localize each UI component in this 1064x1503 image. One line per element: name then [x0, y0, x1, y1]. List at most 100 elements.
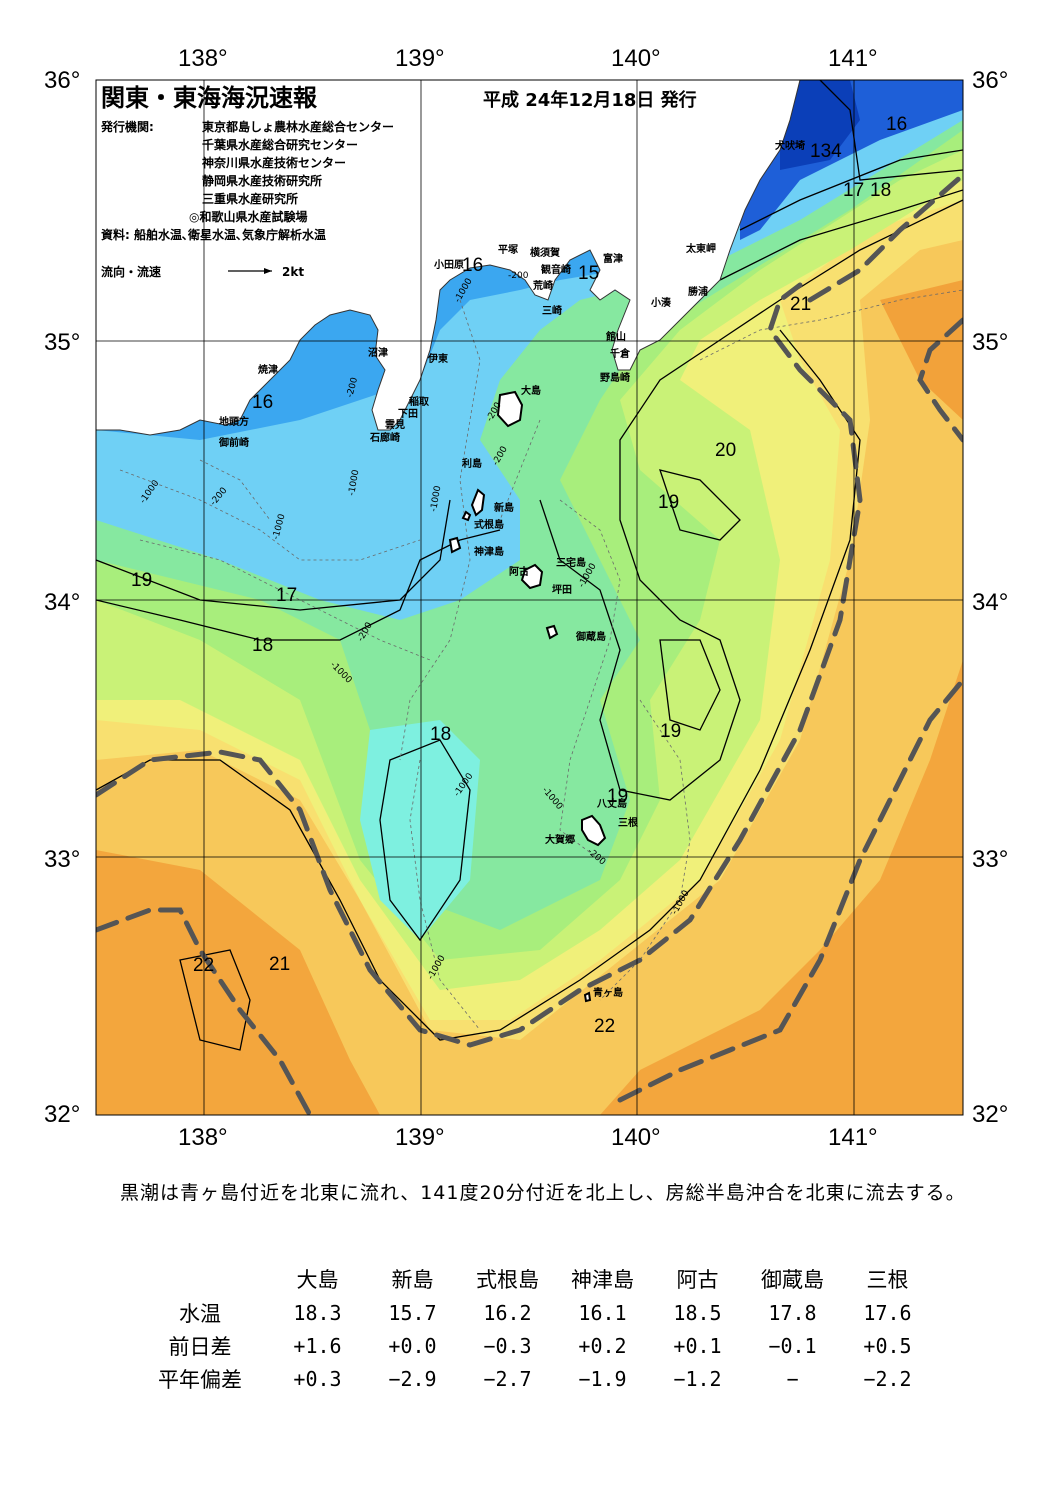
place-label: 富津 [603, 252, 623, 265]
table-cell: 17.8 [768, 1300, 817, 1325]
issuer: 神奈川県水産技術センター [202, 155, 346, 170]
place-label: 勝浦 [688, 285, 708, 298]
lat-label: 35° [44, 329, 80, 356]
place-label: 荒崎 [532, 279, 553, 292]
table-cell: 16.1 [578, 1300, 627, 1325]
lat-label: 35° [972, 329, 1008, 356]
isotherm-label: 18 [430, 724, 451, 745]
depth-label: -200 [508, 271, 529, 281]
issue-date: 平成 24年12月18日 発行 [483, 89, 697, 111]
lat-label: 32° [44, 1101, 80, 1128]
table-cell: 17.6 [863, 1300, 912, 1325]
table-cell: −1.9 [578, 1366, 627, 1391]
isotherm-label: 19 [658, 492, 679, 513]
isotherm-label: 18 [870, 180, 891, 201]
place-label: 沼津 [368, 346, 388, 359]
column-header: 新島 [391, 1268, 434, 1292]
islands [448, 390, 607, 1003]
table-cell: 15.7 [388, 1300, 437, 1325]
table-cell: +0.1 [673, 1333, 722, 1358]
lat-label: 33° [972, 846, 1008, 873]
lon-label: 139° [395, 1124, 445, 1151]
issuer-list: 東京都島しょ農林水産総合センター 千葉県水産総合研究センター 神奈川県水産技術セ… [189, 119, 394, 224]
issuer: 三重県水産研究所 [202, 191, 298, 206]
lat-label: 36° [972, 67, 1008, 94]
column-header: 御蔵島 [761, 1268, 824, 1292]
place-label: 犬吠埼 [775, 139, 805, 152]
graticule [96, 80, 963, 1115]
row-label: 平年偏差 [158, 1367, 242, 1392]
place-label: 大賀郷 [545, 833, 575, 846]
issuer: 静岡県水産技術研究所 [202, 173, 322, 188]
isotherm-label: 20 [715, 440, 736, 461]
place-label: 式根島 [474, 518, 504, 531]
lon-label: 140° [611, 45, 661, 72]
isotherm-label: 22 [193, 955, 214, 976]
lon-label: 139° [395, 45, 445, 72]
table-cell: +0.3 [293, 1366, 342, 1391]
map-frame [95, 79, 964, 1116]
summary-text: 黒潮は青ヶ島付近を北東に流れ、141度20分付近を北上し、房総半島沖合を北東に流… [120, 1182, 966, 1204]
table-cell: − [786, 1366, 799, 1391]
place-label: 横須賀 [530, 246, 560, 259]
isotherm-label: 17 [276, 585, 297, 606]
isotherm-label: 21 [790, 294, 811, 315]
isotherm-value-labels: 16 134 17 18 16 15 21 20 19 19 17 18 18 … [131, 114, 907, 1037]
table-row: 平年偏差 +0.3 −2.9 −2.7 −1.9 −1.2 − −2.2 [130, 1362, 935, 1395]
place-label: 阿古 [509, 565, 529, 578]
depth-contours [119, 289, 963, 1031]
table-row: 水温 18.3 15.7 16.2 16.1 18.5 17.8 17.6 [130, 1296, 935, 1329]
table-cell: −2.2 [863, 1366, 912, 1391]
lon-label: 138° [178, 45, 228, 72]
lon-label: 140° [611, 1124, 661, 1151]
longitude-labels-bottom: 138° 139° 140° 141° [178, 1124, 878, 1151]
isotherm-label: 22 [594, 1016, 615, 1037]
lat-label: 36° [44, 67, 80, 94]
place-label: 小湊 [650, 296, 672, 309]
place-label: 御前崎 [218, 436, 249, 449]
isotherm-label: 19 [131, 570, 152, 591]
place-label: 稲取 [409, 395, 430, 408]
table-cell: −1.2 [673, 1366, 722, 1391]
column-header: 神津島 [571, 1268, 634, 1292]
lat-label: 34° [44, 589, 80, 616]
place-label: 御蔵島 [575, 630, 606, 643]
place-label: 坪田 [552, 583, 572, 596]
lat-label: 33° [44, 846, 80, 873]
place-name-labels: 犬吠埼 太東岬 勝浦 小湊 富津 観音崎 横須賀 平塚 小田原 荒崎 三崎 館山… [218, 139, 805, 999]
place-label: 三崎 [542, 304, 562, 317]
land [96, 80, 801, 436]
place-label: 館山 [605, 330, 626, 343]
table-cell: −0.3 [483, 1333, 532, 1358]
place-label: 小田原 [433, 258, 464, 271]
row-label: 前日差 [168, 1334, 232, 1359]
lon-label: 141° [828, 1124, 878, 1151]
kuroshio-axis [96, 172, 963, 1115]
column-header: 大島 [296, 1268, 339, 1292]
sea-temperature-map: 138° 139° 140° 141° 138° 139° 140° 141° … [44, 45, 1008, 1151]
table-row: 前日差 +1.6 +0.0 −0.3 +0.2 +0.1 −0.1 +0.5 [130, 1329, 935, 1362]
place-label: 下田 [398, 408, 418, 420]
place-label: 新島 [494, 501, 514, 514]
lat-label: 34° [972, 589, 1008, 616]
issuer-label: 発行機関: [100, 119, 154, 134]
table-cell: 16.2 [483, 1300, 532, 1325]
place-label: 太東岬 [685, 242, 716, 255]
table-cell: +1.6 [293, 1333, 342, 1358]
depth-label: -1000 [429, 485, 443, 513]
place-label: 雲見 [385, 419, 405, 431]
table-cell: −2.7 [483, 1366, 532, 1391]
place-label: 石廊崎 [369, 431, 400, 444]
table-header-row: 大島 新島 式根島 神津島 阿古 御蔵島 三根 [130, 1262, 935, 1296]
issuer: ◎和歌山県水産試験場 [189, 209, 307, 224]
place-label: 神津島 [474, 545, 504, 558]
table-cell: 18.3 [293, 1300, 342, 1325]
isotherm-label: 16 [886, 114, 907, 135]
row-label: 水温 [179, 1301, 221, 1326]
isotherm-label: 15 [578, 263, 599, 284]
column-header: 阿古 [676, 1268, 719, 1292]
table-cell: +0.0 [388, 1333, 437, 1358]
latitude-labels-left: 36° 35° 34° 33° 32° [44, 67, 80, 1128]
place-label: 野島崎 [600, 371, 630, 384]
place-label: 三宅島 [556, 556, 586, 569]
